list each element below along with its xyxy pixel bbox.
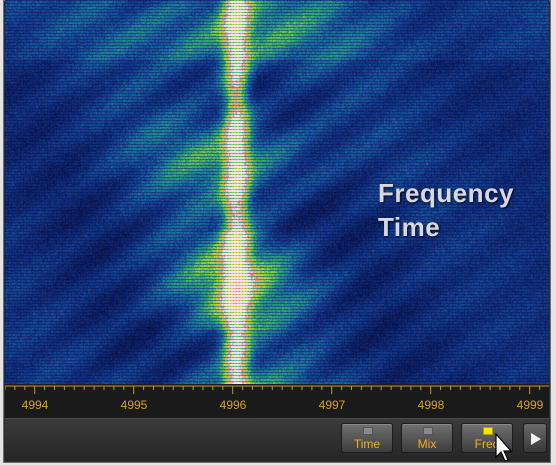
time-mode-label: Time xyxy=(353,437,381,451)
tick-label: 4998 xyxy=(417,398,445,412)
view-mode-toolbar: Time Mix Freq xyxy=(5,418,549,461)
tick-label: 4996 xyxy=(219,398,247,412)
overlay-line-frequency: Frequency xyxy=(378,178,514,208)
time-mode-button[interactable]: Time xyxy=(341,423,393,453)
overlay-line-time: Time xyxy=(378,212,441,242)
next-button[interactable] xyxy=(523,423,547,453)
axis-ticks xyxy=(5,385,549,394)
spectrogram-display[interactable] xyxy=(5,0,549,384)
indicator-led-icon xyxy=(483,427,493,435)
play-triangle-icon xyxy=(531,433,541,445)
tick-label: 4994 xyxy=(21,398,49,412)
freq-mode-button[interactable]: Freq xyxy=(461,423,513,453)
tick-label: 4995 xyxy=(120,398,148,412)
mix-mode-button[interactable]: Mix xyxy=(401,423,453,453)
view-mode-label: Frequency Time xyxy=(378,176,514,244)
frequency-axis: 4994 4995 4996 4997 4998 4999 xyxy=(5,384,549,418)
mix-mode-label: Mix xyxy=(417,437,437,451)
indicator-led-icon xyxy=(363,427,373,435)
tick-label: 4999 xyxy=(516,398,544,412)
indicator-led-icon xyxy=(423,427,433,435)
freq-mode-label: Freq xyxy=(474,437,500,451)
tick-label: 4997 xyxy=(318,398,346,412)
